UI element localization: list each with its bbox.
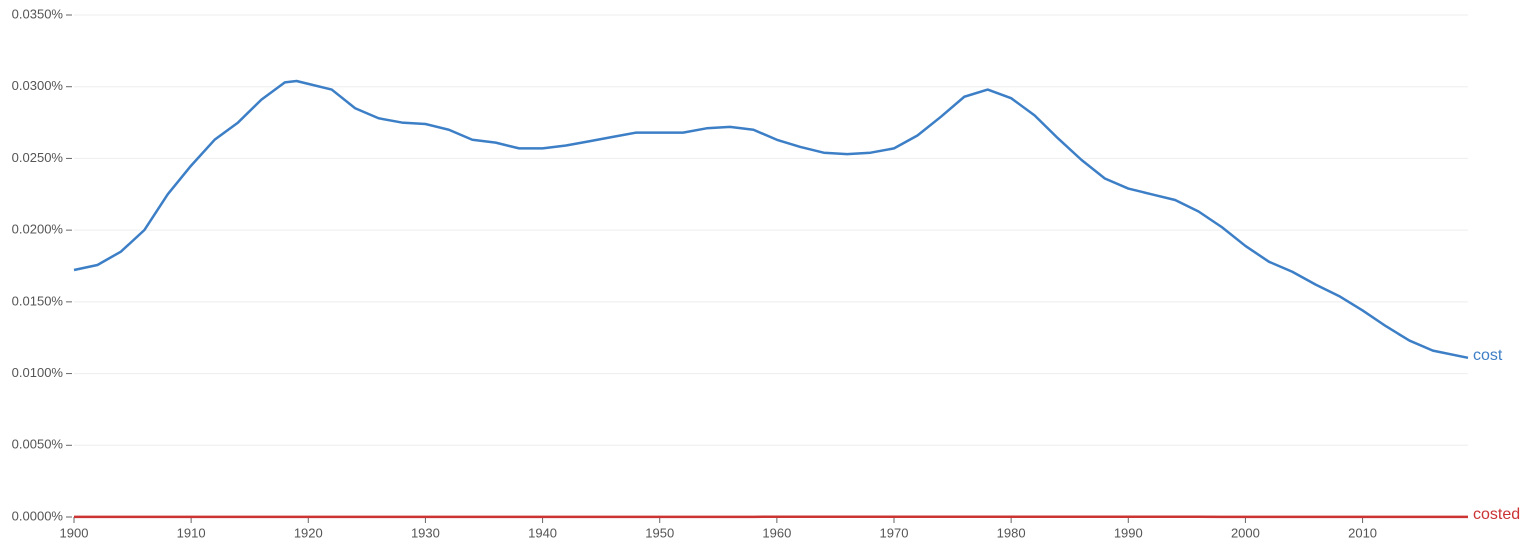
series-line: [73, 79, 1469, 360]
y-tick-label: 0.0250%: [12, 150, 64, 165]
y-tick-label: 0.0000%: [12, 508, 64, 523]
x-tick-label: 1970: [880, 525, 909, 540]
y-tick-label: 0.0050%: [12, 437, 64, 452]
x-tick-label: 1940: [528, 525, 557, 540]
y-tick-label: 0.0100%: [12, 365, 64, 380]
x-tick-label: 1930: [411, 525, 440, 540]
x-tick-label: 1980: [997, 525, 1026, 540]
x-tick-label: 1950: [645, 525, 674, 540]
y-tick-label: 0.0350%: [12, 6, 64, 21]
series-label: costed: [1473, 506, 1520, 523]
x-tick-label: 1990: [1114, 525, 1143, 540]
x-tick-label: 2010: [1348, 525, 1377, 540]
y-tick-label: 0.0150%: [12, 293, 64, 308]
x-tick-label: 2000: [1231, 525, 1260, 540]
series-label: cost: [1473, 347, 1503, 364]
y-tick-label: 0.0300%: [12, 78, 64, 93]
x-tick-label: 1960: [762, 525, 791, 540]
x-tick-label: 1900: [60, 525, 89, 540]
x-tick-label: 1910: [177, 525, 206, 540]
y-tick-label: 0.0200%: [12, 222, 64, 237]
x-tick-label: 1920: [294, 525, 323, 540]
